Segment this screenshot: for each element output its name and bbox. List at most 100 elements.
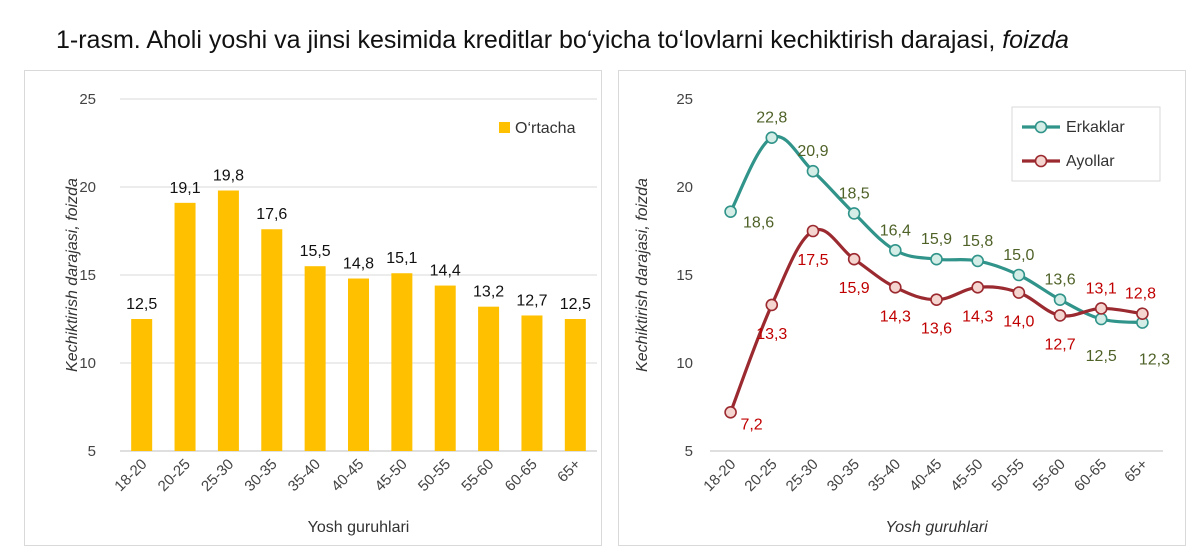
data-label-women: 14,3 <box>962 308 993 325</box>
x-tick-label: 40-45 <box>906 456 945 495</box>
x-axis-title: Yosh guruhlari <box>308 519 410 536</box>
data-label-men: 12,5 <box>1086 348 1117 365</box>
x-tick-label: 60-65 <box>1071 456 1110 495</box>
bar-data-label: 12,7 <box>516 292 547 309</box>
data-point-men <box>971 254 984 268</box>
x-tick-label: 25-30 <box>198 456 237 495</box>
data-point-women <box>930 293 943 306</box>
x-tick-label: 30-35 <box>241 456 280 495</box>
data-point-men <box>765 131 779 145</box>
bar-data-label: 15,5 <box>300 243 331 260</box>
figure-title-prefix: 1-rasm. <box>56 26 141 54</box>
data-point-women <box>889 281 902 294</box>
data-point-men <box>806 164 820 178</box>
x-tick-label: 18-20 <box>700 456 739 495</box>
data-point-women <box>1094 302 1108 315</box>
data-label-men: 13,6 <box>1044 272 1075 289</box>
legend-label-men: Erkaklar <box>1066 119 1125 136</box>
data-label-men: 15,9 <box>921 231 952 248</box>
data-point-men <box>1094 312 1108 326</box>
legend-marker-men <box>1034 120 1048 134</box>
data-label-women: 14,3 <box>880 308 911 325</box>
x-tick-label: 35-40 <box>865 456 904 495</box>
data-point-men <box>724 205 737 218</box>
bar <box>434 285 456 451</box>
data-point-women <box>847 252 861 266</box>
series-line-women <box>729 227 1143 413</box>
y-tick-label: 5 <box>88 443 96 460</box>
figure-title-unit: foizda <box>1002 26 1069 54</box>
bar <box>478 306 500 451</box>
data-label-women: 17,5 <box>797 252 828 269</box>
data-point-men <box>889 244 902 257</box>
x-tick-label: 65+ <box>1121 456 1151 486</box>
legend-swatch <box>499 122 510 133</box>
bar <box>564 319 586 451</box>
x-tick-label: 30-35 <box>824 456 863 495</box>
legend-box <box>1011 106 1161 182</box>
y-tick-label: 15 <box>79 267 96 284</box>
bar <box>131 319 153 451</box>
x-tick-label: 50-55 <box>989 456 1028 495</box>
data-label-men: 15,8 <box>962 233 993 250</box>
bar-data-label: 19,1 <box>169 180 200 197</box>
bar-data-label: 17,6 <box>256 206 287 223</box>
y-tick-label: 20 <box>79 179 96 196</box>
x-tick-label: 25-30 <box>783 456 822 495</box>
y-tick-label: 10 <box>79 355 96 372</box>
data-label-men: 20,9 <box>797 143 828 160</box>
data-label-men: 12,3 <box>1139 352 1170 369</box>
data-label-women: 13,1 <box>1086 280 1117 297</box>
data-label-women: 12,7 <box>1044 336 1075 353</box>
bar-data-label: 15,1 <box>386 250 417 267</box>
data-point-women <box>1136 307 1149 321</box>
x-tick-label: 20-25 <box>741 456 780 495</box>
bar-data-label: 14,4 <box>430 263 461 280</box>
bar <box>348 278 369 451</box>
y-axis-title: Kechiktirish darajasi, foizda <box>64 178 81 372</box>
bar-chart-panel: 5 10 15 20 25 12,5 19,1 19,8 17,6 15,5 14,8 15,1 14,… <box>24 70 602 546</box>
data-label-women: 12,8 <box>1125 286 1156 303</box>
x-tick-label: 55-60 <box>1030 456 1069 495</box>
figure-title-main: Aholi yoshi va jinsi kesimida kreditlar … <box>146 26 996 54</box>
line-chart-panel: 5 10 15 20 25 18,6 22,8 20,9 18,5 16,4 15,9 15,8 15,… <box>618 70 1186 546</box>
data-label-women: 15,9 <box>839 280 870 297</box>
data-point-women <box>1012 286 1026 299</box>
data-label-men: 18,6 <box>743 215 774 232</box>
bar <box>261 229 283 451</box>
bar <box>304 266 326 451</box>
data-point-women <box>806 224 820 238</box>
data-label-men: 16,4 <box>880 222 911 239</box>
legend-label: O‘rtacha <box>515 120 576 137</box>
bar <box>391 273 413 451</box>
bar-chart: 5 10 15 20 25 12,5 19,1 19,8 17,6 15,5 14,8 15,1 14,… <box>64 91 597 536</box>
x-tick-label: 50-55 <box>415 456 454 495</box>
y-tick-label: 25 <box>79 91 96 108</box>
y-tick-label: 10 <box>676 355 693 372</box>
x-tick-label: 65+ <box>554 456 584 486</box>
data-label-women: 14,0 <box>1003 314 1034 331</box>
legend: Erkaklar Ayollar <box>1011 106 1161 182</box>
legend-label-women: Ayollar <box>1066 153 1115 170</box>
data-label-women: 7,2 <box>740 416 762 433</box>
x-tick-label: 45-50 <box>947 456 986 495</box>
bar-data-label: 13,2 <box>473 284 504 301</box>
data-point-women <box>1053 309 1067 322</box>
line-chart: 5 10 15 20 25 18,6 22,8 20,9 18,5 16,4 15,9 15,8 15,… <box>634 91 1170 536</box>
data-point-men <box>930 252 943 266</box>
x-tick-label: 35-40 <box>285 456 324 495</box>
bar-data-label: 14,8 <box>343 256 374 273</box>
data-point-men <box>1012 268 1026 282</box>
data-label-men: 18,5 <box>839 185 870 202</box>
y-tick-label: 15 <box>676 267 693 284</box>
x-tick-label: 40-45 <box>328 456 367 495</box>
data-point-women <box>765 298 779 312</box>
data-point-men <box>1053 293 1067 306</box>
data-point-women <box>971 281 984 294</box>
data-point-women <box>724 405 737 419</box>
x-tick-label: 45-50 <box>372 456 411 495</box>
x-tick-label: 20-25 <box>155 456 194 495</box>
x-tick-label: 60-65 <box>502 456 541 495</box>
bar-data-label: 12,5 <box>126 296 157 313</box>
y-axis-title: Kechiktirish darajasi, foizda <box>634 178 651 372</box>
